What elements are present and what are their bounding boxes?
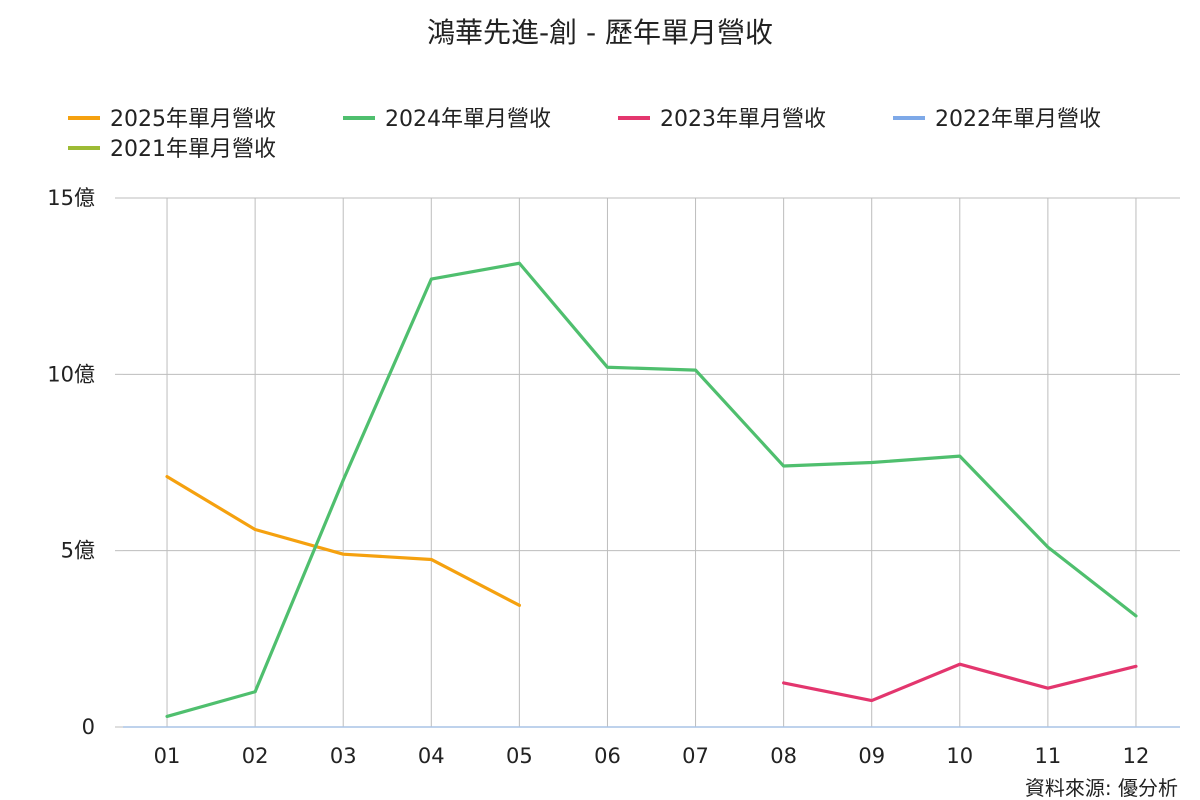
legend-item: 2024年單月營收 [343,107,551,132]
legend-label: 2023年單月營收 [660,107,826,132]
x-tick-label: 05 [506,744,533,768]
axes: 0 5億 10億 15億 01 02 03 04 05 06 07 08 09 10 11 12 [47,186,1180,768]
x-tick-label: 04 [418,744,445,768]
series-layer [165,261,1138,719]
y-tick-label: 5億 [61,539,95,563]
chart-title: 鴻華先進-創 - 歷年單月營收 [427,16,773,49]
source-note: 資料來源: 優分析 [1025,776,1178,800]
series-line-2 [782,662,1138,703]
x-tick-label: 02 [242,744,269,768]
series-line-0 [165,475,521,607]
legend-label: 2021年單月營收 [110,137,276,162]
legend-item: 2025年單月營收 [68,107,276,132]
x-tick-label: 03 [330,744,357,768]
legend-label: 2024年單月營收 [385,107,551,132]
legend-item: 2022年單月營收 [893,107,1101,132]
grid [123,197,1180,727]
legend-label: 2025年單月營收 [110,107,276,132]
x-tick-label: 09 [858,744,885,768]
x-tick-label: 07 [682,744,709,768]
x-tick-label: 08 [770,744,797,768]
x-tick-label: 11 [1035,744,1062,768]
x-tick-label: 01 [154,744,181,768]
series-line-1 [165,261,1138,719]
legend: 2025年單月營收 2024年單月營收 2023年單月營收 2022年單月營收 2021… [68,107,1101,162]
y-tick-label: 15億 [47,186,95,210]
legend-label: 2022年單月營收 [935,107,1101,132]
x-tick-label: 06 [594,744,621,768]
y-tick-label: 0 [82,715,95,739]
x-tick-label: 10 [946,744,973,768]
x-tick-label: 12 [1123,744,1150,768]
y-tick-label: 10億 [47,362,95,386]
legend-item: 2021年單月營收 [68,137,276,162]
legend-item: 2023年單月營收 [618,107,826,132]
